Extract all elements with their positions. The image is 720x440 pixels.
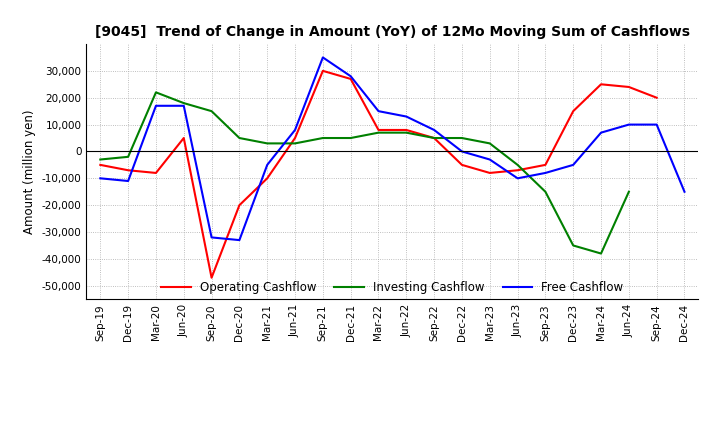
Operating Cashflow	[430, 136, 438, 141]
Line: Free Cashflow: Free Cashflow	[100, 58, 685, 240]
Free Cashflow	[124, 178, 132, 183]
Operating Cashflow	[541, 162, 550, 168]
Free Cashflow	[680, 189, 689, 194]
Investing Cashflow	[318, 136, 327, 141]
Investing Cashflow	[207, 109, 216, 114]
Free Cashflow	[179, 103, 188, 108]
Operating Cashflow	[207, 275, 216, 280]
Investing Cashflow	[458, 136, 467, 141]
Investing Cashflow	[513, 162, 522, 168]
Free Cashflow	[597, 130, 606, 135]
Operating Cashflow	[318, 68, 327, 73]
Operating Cashflow	[179, 136, 188, 141]
Free Cashflow	[430, 127, 438, 132]
Free Cashflow	[652, 122, 661, 127]
Free Cashflow	[346, 73, 355, 79]
Operating Cashflow	[402, 127, 410, 132]
Investing Cashflow	[597, 251, 606, 256]
Line: Investing Cashflow: Investing Cashflow	[100, 92, 629, 253]
Operating Cashflow	[569, 109, 577, 114]
Free Cashflow	[152, 103, 161, 108]
Operating Cashflow	[291, 136, 300, 141]
Investing Cashflow	[152, 90, 161, 95]
Free Cashflow	[291, 127, 300, 132]
Investing Cashflow	[374, 130, 383, 135]
Operating Cashflow	[235, 202, 243, 208]
Investing Cashflow	[430, 136, 438, 141]
Operating Cashflow	[513, 168, 522, 173]
Investing Cashflow	[485, 141, 494, 146]
Legend: Operating Cashflow, Investing Cashflow, Free Cashflow: Operating Cashflow, Investing Cashflow, …	[156, 276, 629, 298]
Investing Cashflow	[291, 141, 300, 146]
Operating Cashflow	[152, 170, 161, 176]
Operating Cashflow	[96, 162, 104, 168]
Operating Cashflow	[624, 84, 633, 90]
Operating Cashflow	[652, 95, 661, 100]
Y-axis label: Amount (million yen): Amount (million yen)	[23, 110, 36, 234]
Investing Cashflow	[569, 243, 577, 248]
Operating Cashflow	[124, 168, 132, 173]
Investing Cashflow	[263, 141, 271, 146]
Investing Cashflow	[346, 136, 355, 141]
Free Cashflow	[235, 238, 243, 243]
Free Cashflow	[458, 149, 467, 154]
Operating Cashflow	[346, 76, 355, 81]
Investing Cashflow	[541, 189, 550, 194]
Operating Cashflow	[374, 127, 383, 132]
Operating Cashflow	[597, 82, 606, 87]
Free Cashflow	[96, 176, 104, 181]
Free Cashflow	[624, 122, 633, 127]
Investing Cashflow	[402, 130, 410, 135]
Free Cashflow	[263, 162, 271, 168]
Free Cashflow	[569, 162, 577, 168]
Investing Cashflow	[96, 157, 104, 162]
Investing Cashflow	[624, 189, 633, 194]
Title: [9045]  Trend of Change in Amount (YoY) of 12Mo Moving Sum of Cashflows: [9045] Trend of Change in Amount (YoY) o…	[95, 25, 690, 39]
Free Cashflow	[318, 55, 327, 60]
Free Cashflow	[207, 235, 216, 240]
Free Cashflow	[513, 176, 522, 181]
Line: Operating Cashflow: Operating Cashflow	[100, 71, 657, 278]
Operating Cashflow	[263, 176, 271, 181]
Investing Cashflow	[124, 154, 132, 159]
Free Cashflow	[374, 109, 383, 114]
Free Cashflow	[485, 157, 494, 162]
Investing Cashflow	[179, 100, 188, 106]
Free Cashflow	[402, 114, 410, 119]
Free Cashflow	[541, 170, 550, 176]
Operating Cashflow	[485, 170, 494, 176]
Investing Cashflow	[235, 136, 243, 141]
Operating Cashflow	[458, 162, 467, 168]
